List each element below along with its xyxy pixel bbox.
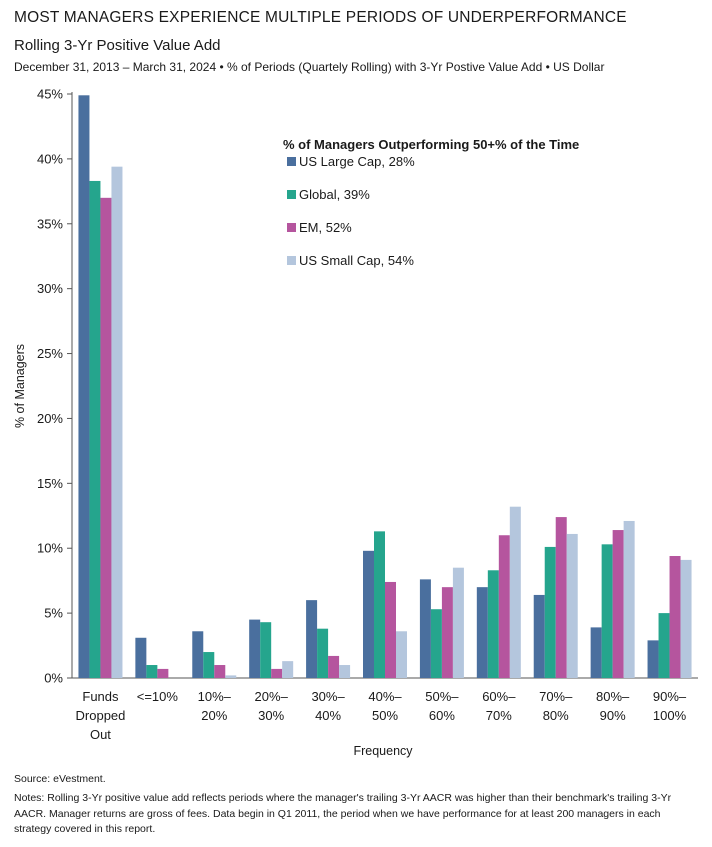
bar-us-large-cap [306,600,318,678]
bar-us-large-cap [192,631,204,678]
bar-us-large-cap [78,95,90,678]
source-note: Source: eVestment. [14,773,106,785]
chart-title: MOST MANAGERS EXPERIENCE MULTIPLE PERIOD… [14,9,627,26]
bar-us-small-cap [225,675,237,678]
x-tick-label: 40%– 50% [368,689,402,723]
bar-em [669,556,681,678]
x-tick-label: 50%– 60% [425,689,459,723]
bar-us-small-cap [396,631,407,678]
bar-global [146,665,158,678]
legend-swatch-us-large-cap [287,157,296,166]
legend-label: EM, 52% [299,220,352,235]
bar-us-large-cap [419,579,431,678]
bar-us-small-cap [282,661,294,678]
y-tick-label: 35% [37,216,63,231]
legend-swatch-global [287,190,296,199]
bar-us-small-cap [509,506,521,678]
legend-swatch-us-small-cap [287,256,296,265]
bar-chart: Funds Dropped Out <=10% 10%– 20% 20%– 30% 30%– 40… [13,87,698,758]
bar-em [441,587,453,678]
y-tick-label: 25% [37,346,63,361]
bar-us-large-cap [590,627,602,678]
bar-global [601,544,613,678]
bar-us-large-cap [135,637,147,678]
y-axis-label: % of Managers [13,344,27,428]
x-tick-label: 10%– 20% [198,689,232,723]
x-tick-label: 30%– 40% [311,689,345,723]
legend-swatch-em [287,223,296,232]
y-tick-label: 40% [37,151,63,166]
bar-us-small-cap [623,520,635,678]
x-axis-label: Frequency [353,744,413,758]
x-tick-label: Funds Dropped Out [76,689,126,742]
bar-global [430,609,442,678]
bar-us-large-cap [533,594,545,678]
bar-us-small-cap [566,533,578,678]
bar-global [260,622,272,678]
bar-em [555,517,567,678]
bar-global [658,613,670,678]
bar-em [328,655,340,678]
y-tick-label: 30% [37,281,63,296]
y-tick-label: 20% [37,411,63,426]
chart-bars [78,95,692,679]
notes-text: Notes: Rolling 3-Yr positive value add r… [14,792,672,835]
legend-label: US Small Cap, 54% [299,253,414,268]
bar-em [157,668,169,678]
y-tick-label: 10% [37,541,63,556]
bar-em [100,197,112,679]
legend-label: Global, 39% [299,187,370,202]
bar-em [385,581,396,678]
bar-global [374,531,385,678]
bar-us-small-cap [111,166,123,679]
y-tick-label: 45% [37,87,63,102]
x-tick-labels: Funds Dropped Out <=10% 10%– 20% 20%– 30% 30%– 40… [76,689,687,742]
bar-global [203,652,215,678]
bar-em [498,535,510,678]
bar-global [89,180,101,678]
chart-legend: % of Managers Outperforming 50+% of the … [283,137,579,268]
x-tick-label: 60%– 70% [482,689,516,723]
bar-us-large-cap [647,640,659,678]
bar-global [317,628,329,678]
y-tick-label: 0% [44,671,63,686]
bar-us-large-cap [249,619,261,678]
bar-global [544,546,556,678]
bar-us-small-cap [680,559,692,678]
legend-label: US Large Cap, 28% [299,154,415,169]
bar-em [214,665,226,678]
x-tick-label: 90%– 100% [653,689,687,723]
x-tick-label: <=10% [137,689,179,704]
bar-em [271,668,283,678]
x-tick-label: 80%– 90% [596,689,630,723]
bar-us-large-cap [476,587,488,678]
bar-us-large-cap [363,550,374,678]
chart-period-note: December 31, 2013 – March 31, 2024 • % o… [14,60,605,74]
y-tick-label: 15% [37,476,63,491]
y-tick-label: 5% [44,606,63,621]
x-tick-label: 20%– 30% [255,689,289,723]
bar-global [487,570,499,678]
y-tick-labels: 0% 5% 10% 15% 20% 25% 30% 35% 40% 45% [37,87,72,686]
bar-us-small-cap [339,665,351,678]
bar-em [612,530,624,678]
bar-us-small-cap [452,567,464,678]
legend-title: % of Managers Outperforming 50+% of the … [283,137,579,152]
x-tick-label: 70%– 80% [539,689,573,723]
chart-subtitle: Rolling 3-Yr Positive Value Add [14,37,221,54]
